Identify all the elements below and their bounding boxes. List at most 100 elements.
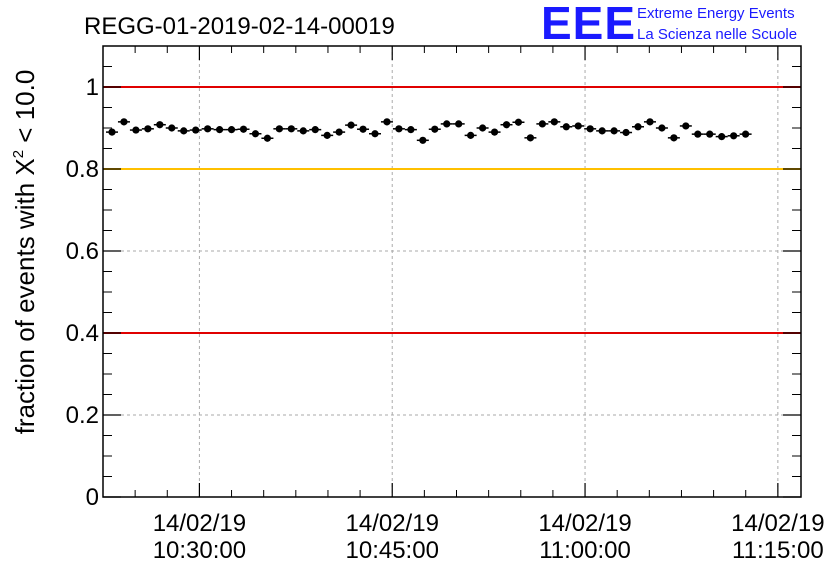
data-point [249, 130, 261, 137]
x-tick-time-label: 11:15:00 [732, 537, 824, 564]
point-marker [682, 122, 689, 129]
data-point [202, 125, 214, 132]
point-marker [551, 118, 558, 125]
data-point [261, 135, 273, 142]
point-marker [599, 127, 606, 134]
data-point [548, 118, 560, 125]
y-axis-label-suffix: < 10.0 [10, 70, 40, 150]
data-point [357, 126, 369, 133]
data-point [106, 129, 118, 136]
point-marker [587, 125, 594, 132]
data-point [226, 126, 238, 133]
y-axis-label: fraction of events with X2 < 10.0 [10, 70, 40, 435]
data-point [680, 122, 692, 129]
data-point [130, 126, 142, 133]
point-marker [646, 118, 653, 125]
point-marker [276, 125, 283, 132]
data-point [417, 137, 429, 144]
point-marker [324, 132, 331, 139]
data-point [489, 129, 501, 136]
x-tick-date-label: 14/02/19 [538, 510, 631, 537]
point-marker [204, 125, 211, 132]
data-point [716, 133, 728, 140]
x-tick-time-label: 10:45:00 [346, 537, 439, 564]
data-point [453, 120, 465, 127]
point-marker [610, 127, 617, 134]
axis-ticks [103, 46, 801, 497]
y-tick-label: 0.8 [66, 156, 99, 183]
point-marker [168, 124, 175, 131]
data-point [237, 126, 249, 133]
x-tick-date-label: 14/02/19 [153, 510, 246, 537]
point-marker [575, 122, 582, 129]
data-point [644, 118, 656, 125]
data-point [596, 127, 608, 134]
eee-logo: EEE Extreme Energy Events La Scienza nel… [541, 0, 797, 49]
data-point [273, 125, 285, 132]
point-marker [300, 127, 307, 134]
data-point [166, 124, 178, 131]
data-point [441, 120, 453, 127]
x-tick-date-label: 14/02/19 [731, 510, 824, 537]
data-point [632, 123, 644, 130]
point-marker [622, 129, 629, 136]
data-point [608, 127, 620, 134]
data-point [704, 131, 716, 138]
data-point [345, 122, 357, 129]
data-point [572, 122, 584, 129]
point-marker [491, 129, 498, 136]
point-marker [288, 125, 295, 132]
point-marker [479, 124, 486, 131]
y-axis-label-prefix: fraction of events with [10, 176, 40, 435]
point-marker [718, 133, 725, 140]
data-point [668, 134, 680, 141]
point-marker [336, 129, 343, 136]
point-marker [252, 130, 259, 137]
data-point [154, 121, 166, 128]
y-tick-label: 0.4 [66, 320, 99, 347]
y-tick-label: 0 [86, 484, 99, 511]
point-marker [730, 132, 737, 139]
data-point [656, 124, 668, 131]
data-point [381, 118, 393, 125]
x-tick-date-label: 14/02/19 [346, 510, 439, 537]
plot-frame [103, 46, 801, 497]
point-marker [527, 134, 534, 141]
x-tick-time-label: 10:30:00 [153, 537, 246, 564]
point-marker [431, 126, 438, 133]
data-point [118, 118, 130, 125]
point-marker [443, 120, 450, 127]
y-axis-label-superscript: 2 [10, 150, 27, 158]
data-point [692, 131, 704, 138]
point-marker [180, 127, 187, 134]
y-tick-label: 0.6 [66, 238, 99, 265]
data-points [106, 118, 752, 144]
point-marker [455, 120, 462, 127]
logo-line-2: La Scienza nelle Scuole [637, 26, 797, 43]
data-point [429, 126, 441, 133]
chart-title: REGG-01-2019-02-14-00019 [84, 13, 395, 40]
point-marker [539, 120, 546, 127]
point-marker [192, 126, 199, 133]
point-marker [658, 124, 665, 131]
data-point [178, 127, 190, 134]
data-point [393, 125, 405, 132]
point-marker [264, 135, 271, 142]
point-marker [144, 125, 151, 132]
data-point [333, 129, 345, 136]
point-marker [132, 126, 139, 133]
data-point [405, 126, 417, 133]
data-point [728, 132, 740, 139]
chart-figure: 00.20.40.60.8114/02/1910:30:0014/02/1910… [0, 0, 836, 572]
point-marker [634, 123, 641, 130]
logo-eee-text: EEE [541, 0, 636, 49]
point-marker [312, 126, 319, 133]
point-marker [395, 125, 402, 132]
data-point [321, 132, 333, 139]
data-point [620, 129, 632, 136]
point-marker [742, 131, 749, 138]
data-point [524, 134, 536, 141]
point-marker [706, 131, 713, 138]
data-point [214, 126, 226, 133]
point-marker [383, 118, 390, 125]
